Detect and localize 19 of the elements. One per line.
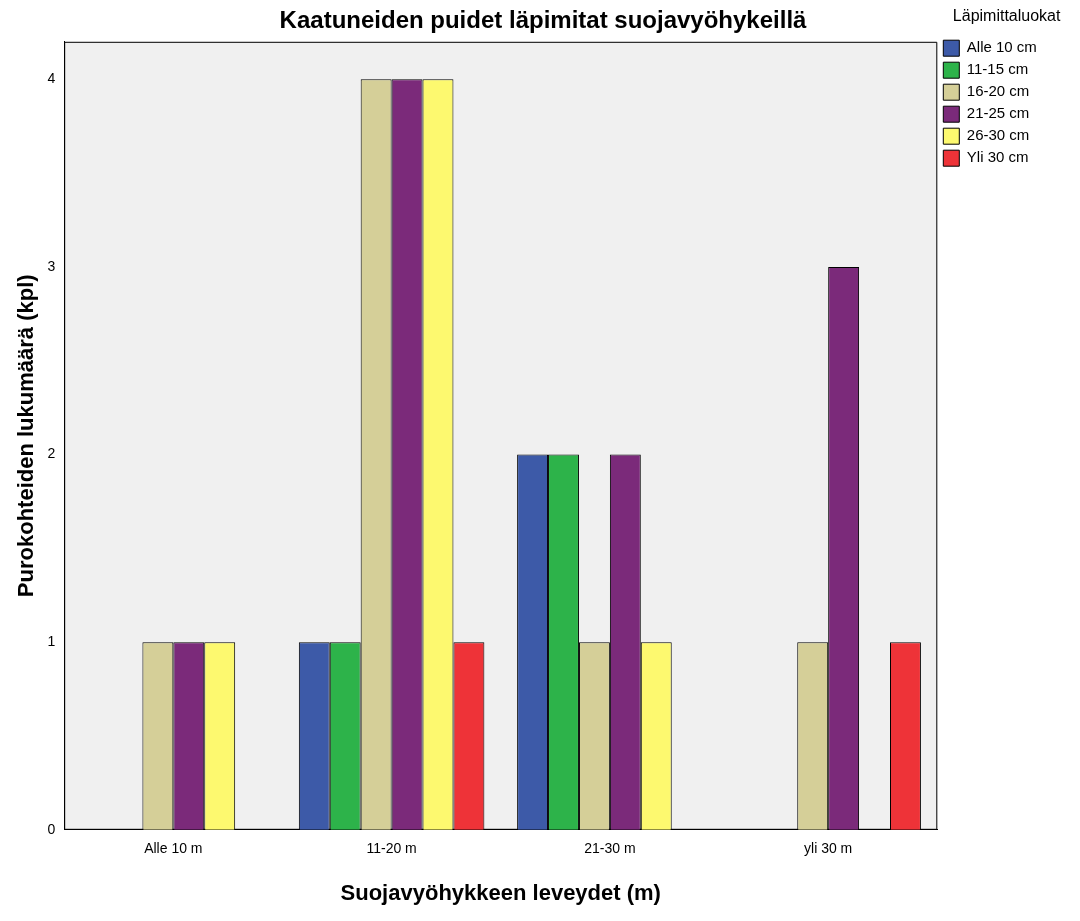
y-tick-label: 4 xyxy=(47,70,56,87)
y-tick-label: 1 xyxy=(47,633,56,650)
x-tick-label: yli 30 m xyxy=(804,840,853,857)
x-axis-title: Suojavyöhykkeen leveydet (m) xyxy=(340,879,661,905)
y-axis-title: Purokohteiden lukumäärä (kpl) xyxy=(13,274,39,598)
legend-label: 11-15 cm xyxy=(966,60,1058,78)
y-tick-label: 2 xyxy=(47,445,56,462)
legend-label: Alle 10 cm xyxy=(966,38,1066,56)
y-tick-label: 0 xyxy=(47,820,56,837)
legend-label: Yli 30 cm xyxy=(966,148,1058,166)
chart-title: Kaatuneiden puidet läpimitat suojavyöhykeillä xyxy=(279,6,808,34)
legend-title: Läpimittaluokat xyxy=(952,7,1062,25)
x-tick-label: Alle 10 m xyxy=(144,840,203,857)
x-tick-label: 11-20 m xyxy=(366,840,417,857)
legend-label: 21-25 cm xyxy=(966,104,1059,122)
legend-label: 16-20 cm xyxy=(966,82,1059,100)
y-tick-label: 3 xyxy=(47,257,56,274)
legend-label: 26-30 cm xyxy=(966,126,1059,144)
x-tick-label: 21-30 m xyxy=(584,840,636,857)
